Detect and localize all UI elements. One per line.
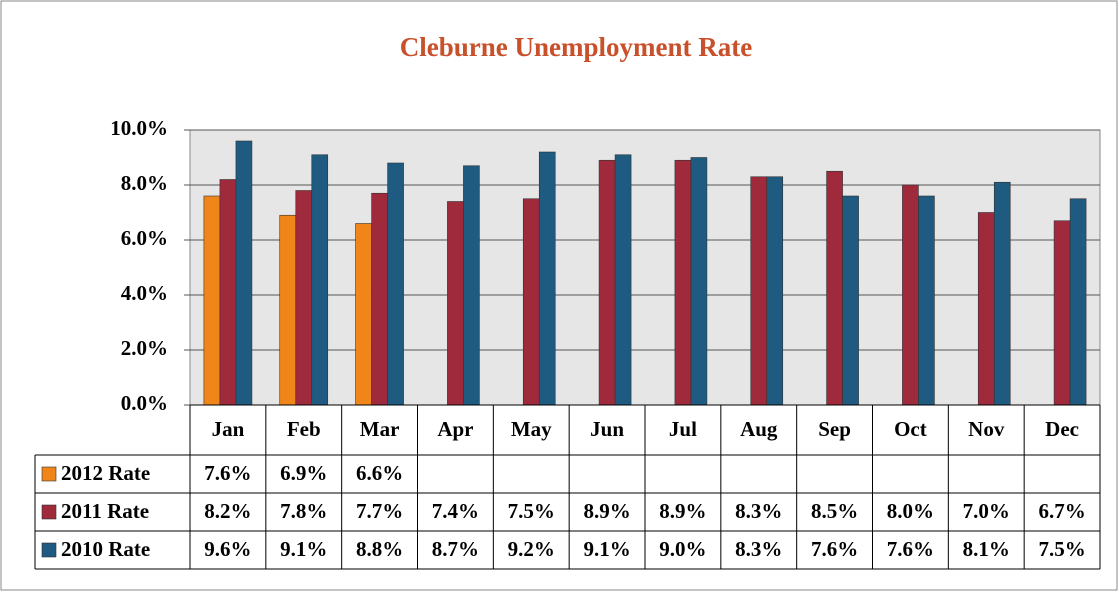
- x-tick-label: Apr: [437, 417, 473, 441]
- table-value: 7.5%: [508, 499, 555, 523]
- x-tick-label: Dec: [1045, 417, 1079, 441]
- bar: [311, 154, 329, 406]
- table-value: 7.7%: [356, 499, 403, 523]
- bar: [674, 159, 692, 406]
- table-value: 7.6%: [204, 461, 251, 485]
- bar: [522, 198, 540, 406]
- x-tick-label: Oct: [894, 417, 927, 441]
- y-tick-label: 0.0%: [121, 391, 168, 415]
- x-tick-label: May: [511, 417, 552, 441]
- table-value: 6.6%: [356, 461, 403, 485]
- table-value: 8.9%: [659, 499, 706, 523]
- x-tick-label: Nov: [968, 417, 1005, 441]
- bar: [993, 181, 1011, 406]
- x-tick-label: Jun: [590, 417, 624, 441]
- plot-area: [189, 129, 1101, 406]
- table-value: 6.7%: [1038, 499, 1085, 523]
- y-tick-label: 4.0%: [121, 281, 168, 305]
- bar: [614, 154, 632, 406]
- bar: [598, 159, 616, 406]
- table-value: 8.3%: [735, 537, 782, 561]
- y-tick-label: 10.0%: [110, 116, 168, 140]
- table-value: 9.1%: [583, 537, 630, 561]
- table-value: 8.1%: [963, 537, 1010, 561]
- table-value: 7.8%: [280, 499, 327, 523]
- x-tick-label: Jul: [669, 417, 697, 441]
- legend-swatch: [41, 504, 57, 520]
- bar: [918, 195, 935, 406]
- table-value: 7.6%: [811, 537, 858, 561]
- legend-label: 2010 Rate: [61, 537, 150, 561]
- bar: [219, 179, 237, 406]
- table-value: 9.0%: [659, 537, 706, 561]
- bar: [842, 195, 859, 406]
- bar: [295, 190, 313, 406]
- table-value: 9.1%: [280, 537, 327, 561]
- table-value: 9.6%: [204, 537, 251, 561]
- x-tick-label: Jan: [212, 417, 245, 441]
- bar: [279, 214, 297, 406]
- legend-label: 2012 Rate: [61, 461, 150, 485]
- bar: [203, 195, 221, 406]
- table-value: 8.0%: [887, 499, 934, 523]
- table-value: 8.8%: [356, 537, 403, 561]
- table-value: 8.5%: [811, 499, 858, 523]
- bar: [371, 192, 388, 406]
- legend-swatch: [41, 542, 57, 558]
- x-tick-label: Mar: [360, 417, 400, 441]
- bar: [977, 212, 995, 406]
- legend-label: 2011 Rate: [61, 499, 149, 523]
- table-value: 7.6%: [887, 537, 934, 561]
- x-tick-label: Feb: [287, 417, 321, 441]
- table-value: 7.4%: [432, 499, 479, 523]
- y-tick-label: 2.0%: [121, 336, 168, 360]
- bar: [766, 176, 784, 406]
- table-value: 9.2%: [508, 537, 555, 561]
- bar: [235, 140, 253, 406]
- table-value: 8.2%: [204, 499, 251, 523]
- y-tick-label: 6.0%: [121, 226, 168, 250]
- table-value: 8.3%: [735, 499, 782, 523]
- bar: [463, 165, 480, 406]
- bar: [447, 201, 464, 406]
- table-value: 8.7%: [432, 537, 479, 561]
- bar: [750, 176, 768, 406]
- bar: [355, 223, 372, 406]
- y-tick-label: 8.0%: [121, 171, 168, 195]
- x-tick-label: Aug: [740, 417, 778, 441]
- bar: [690, 157, 708, 406]
- table-value: 8.9%: [583, 499, 630, 523]
- bar: [826, 170, 843, 406]
- bar: [1069, 198, 1087, 406]
- table-value: 6.9%: [280, 461, 327, 485]
- table-value: 7.0%: [963, 499, 1010, 523]
- bar: [902, 184, 919, 406]
- chart-title: Cleburne Unemployment Rate: [400, 32, 752, 62]
- bar: [387, 162, 404, 406]
- table-value: 7.5%: [1038, 537, 1085, 561]
- x-tick-label: Sep: [818, 417, 851, 441]
- legend-swatch: [41, 466, 57, 482]
- bar: [1053, 220, 1071, 406]
- bar: [538, 151, 556, 406]
